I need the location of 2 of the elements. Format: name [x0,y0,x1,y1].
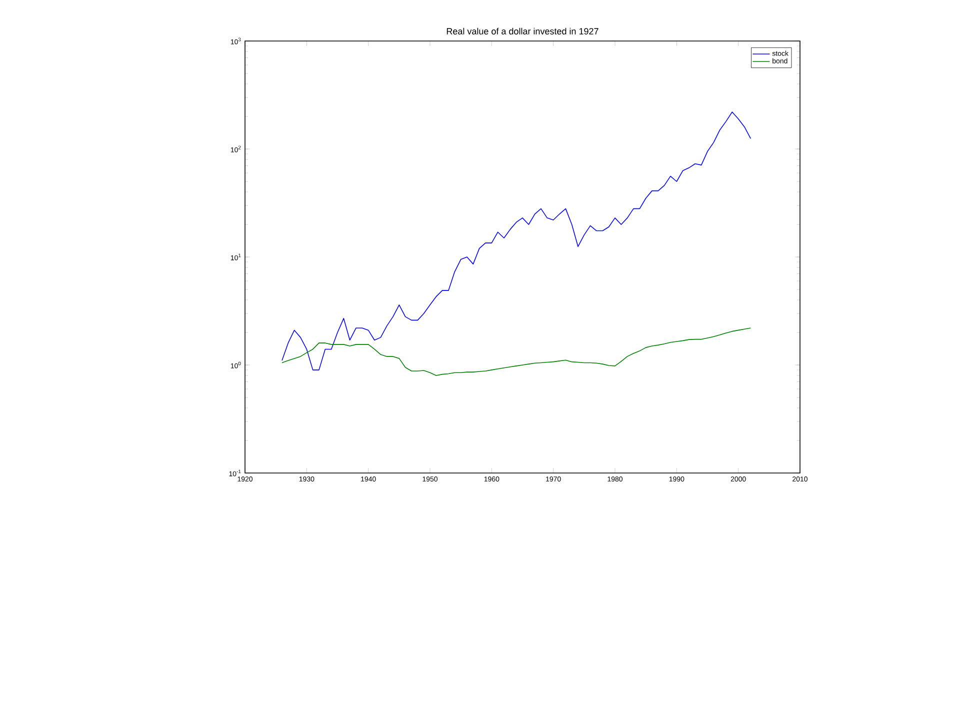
chart-title: Real value of a dollar invested in 1927 [446,28,598,34]
line-series [282,112,752,370]
